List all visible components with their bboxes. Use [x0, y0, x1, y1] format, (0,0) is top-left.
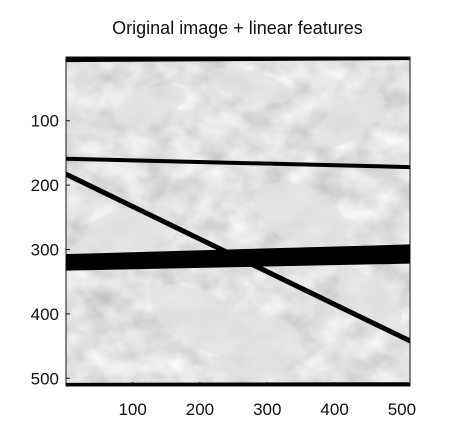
feature-line-1 [66, 57, 410, 63]
feature-line-10 [66, 258, 410, 271]
y-tick-label: 400 [31, 305, 59, 324]
x-tick-label: 400 [320, 400, 348, 419]
y-tick-label: 200 [31, 176, 59, 195]
chart-title: Original image + linear features [112, 18, 363, 38]
line-layer [66, 57, 410, 386]
x-tick-label: 500 [388, 400, 416, 419]
feature-line-2 [66, 156, 410, 170]
x-tick-label: 300 [253, 400, 281, 419]
background-image [66, 57, 410, 386]
x-ticks: 100 200 300 400 500 [118, 382, 416, 419]
x-tick-label: 100 [118, 400, 146, 419]
plot-frame [65, 56, 411, 387]
y-tick-label: 100 [31, 112, 59, 131]
feature-line-11 [66, 382, 410, 386]
y-tick-label: 300 [31, 241, 59, 260]
y-tick-label: 500 [31, 369, 59, 388]
y-ticks: 100 200 300 400 500 [31, 112, 70, 388]
x-tick-label: 200 [186, 400, 214, 419]
